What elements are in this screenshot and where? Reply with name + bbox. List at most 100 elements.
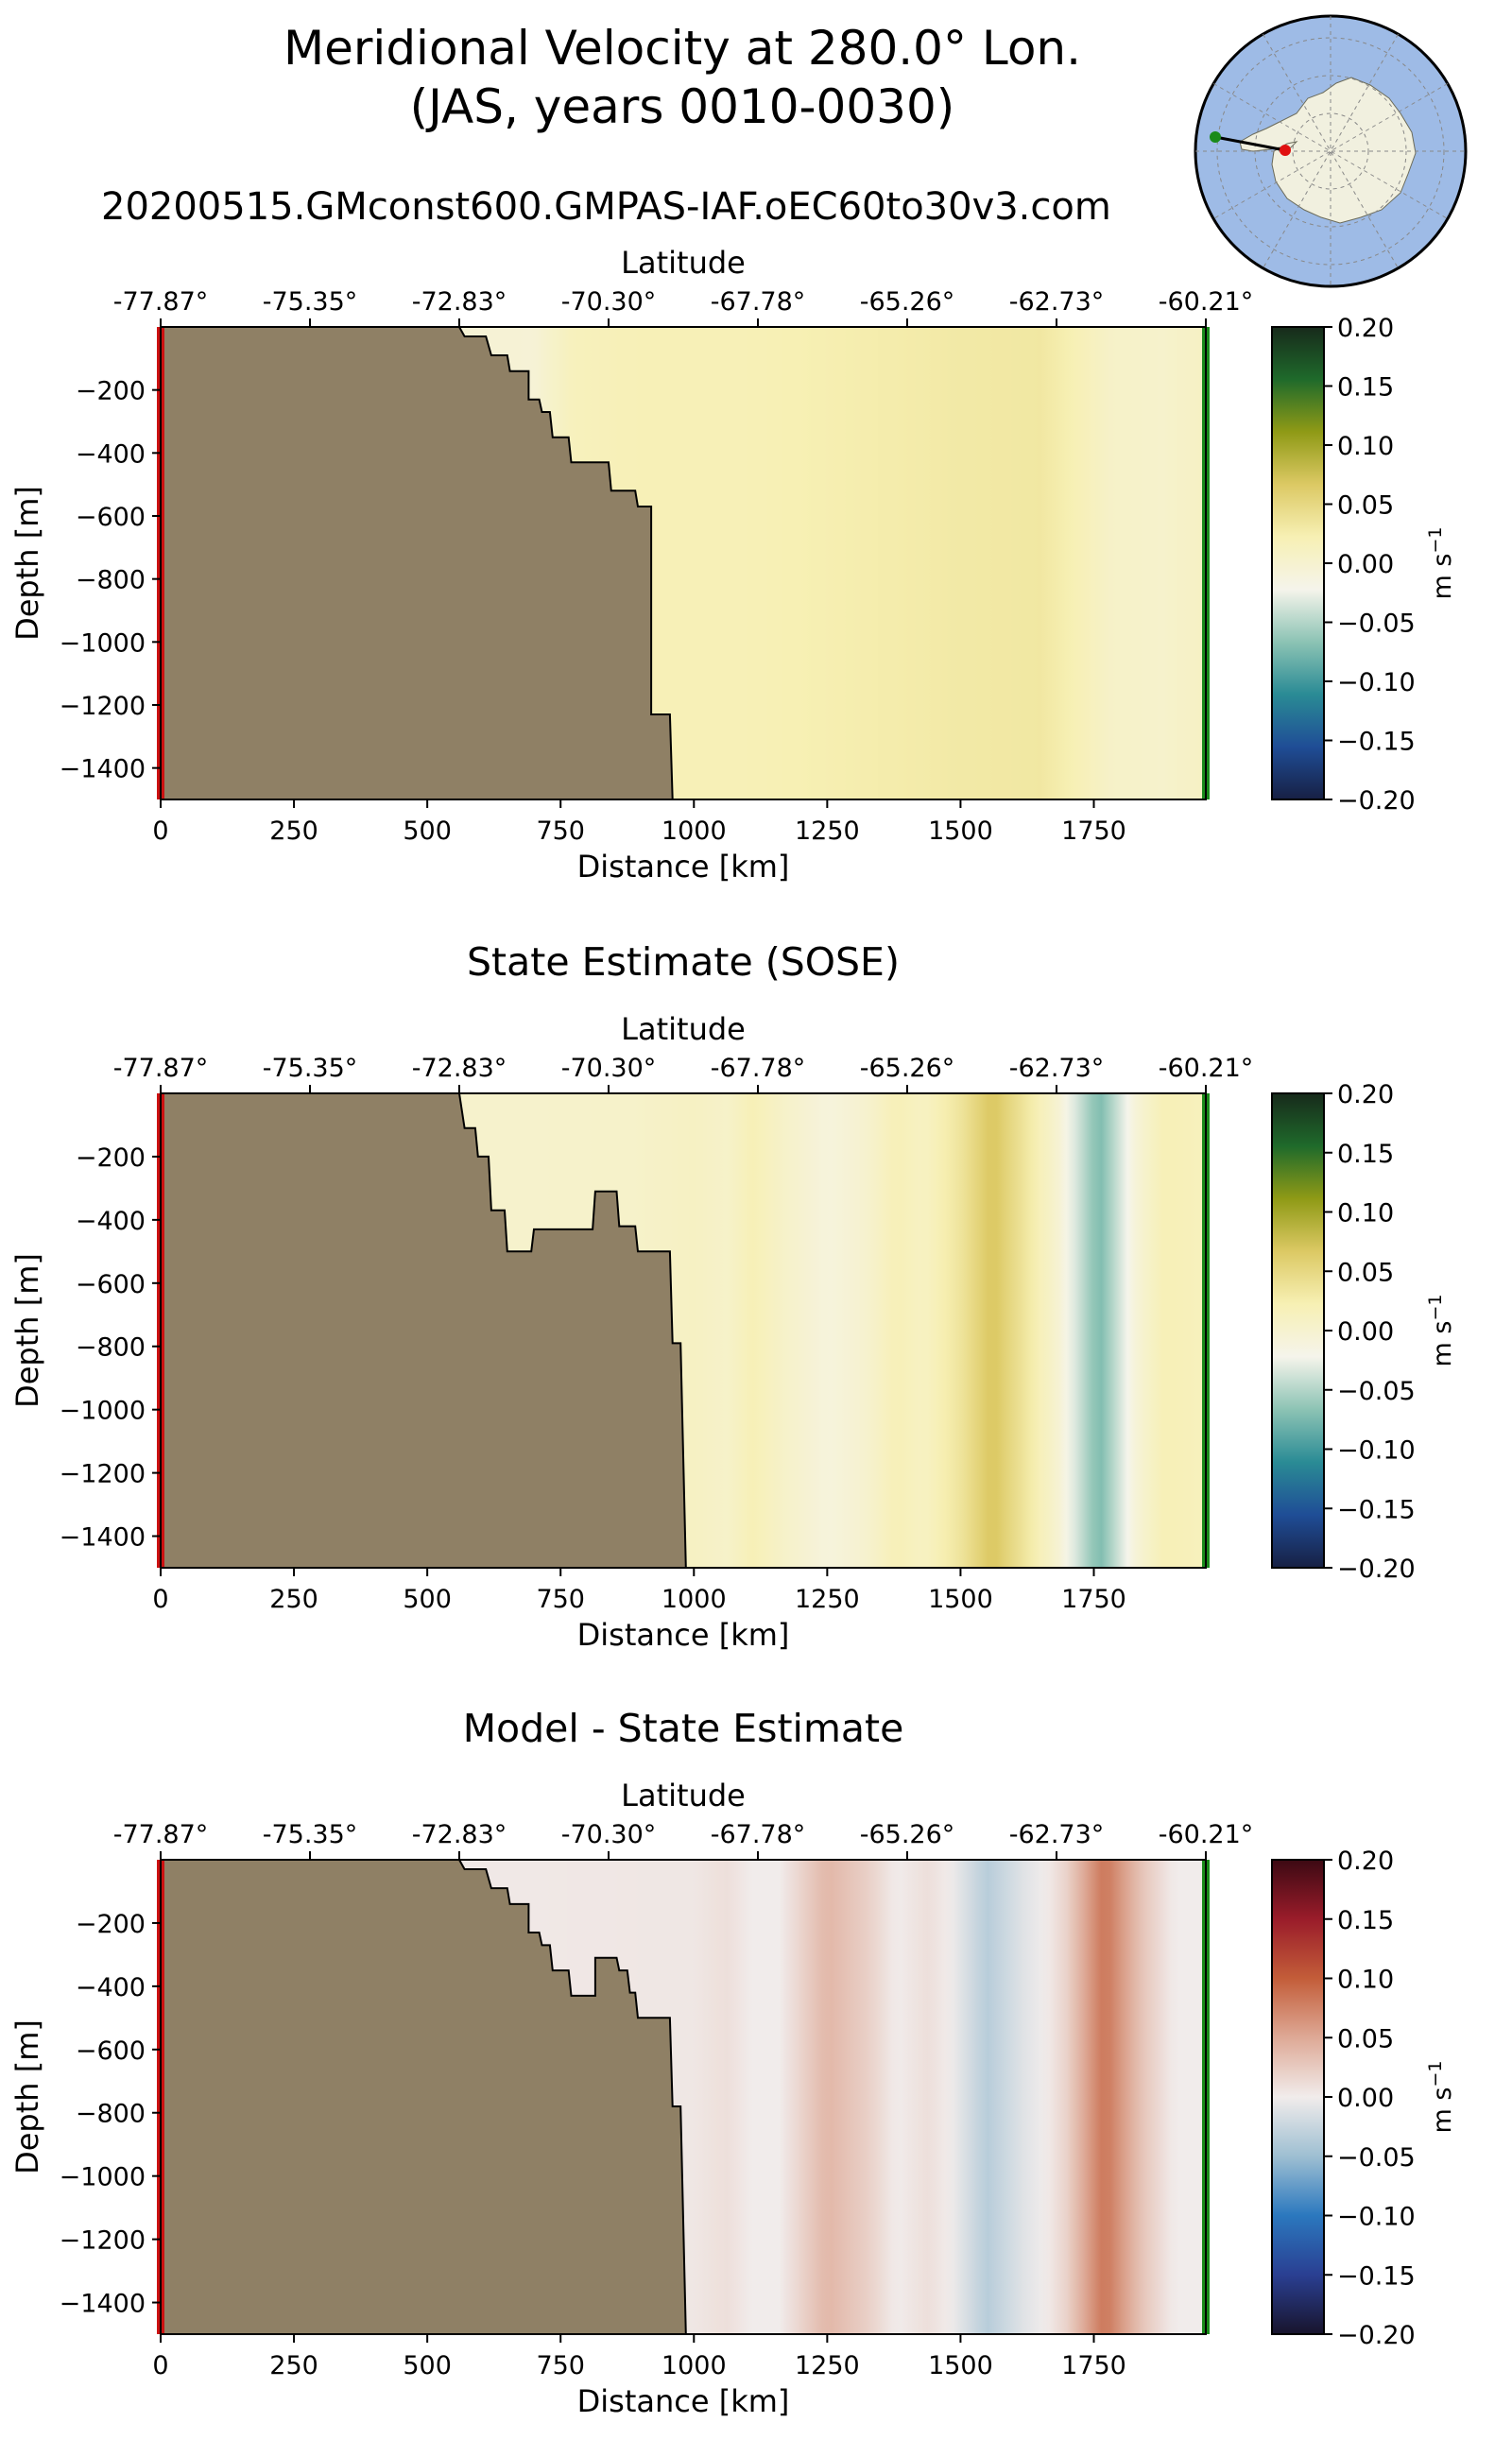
plot-frame bbox=[160, 1859, 1207, 2335]
bathymetry-land bbox=[161, 1860, 686, 2334]
top-tick-label: -67.78° bbox=[711, 1820, 806, 1849]
y-tick-label: −800 bbox=[76, 1333, 146, 1363]
colorbar-tick-label: −0.10 bbox=[1337, 1436, 1416, 1466]
x-tick-label: 1500 bbox=[928, 816, 993, 846]
colorbar-tick-label: 0.05 bbox=[1337, 2024, 1394, 2053]
colorbar-tick-label: 0.10 bbox=[1337, 1966, 1394, 1995]
colorbar-label-exponent: −1 bbox=[1425, 527, 1446, 554]
y-tick-label: −800 bbox=[76, 2100, 146, 2129]
x-tick-label: 1750 bbox=[1061, 816, 1126, 846]
top-tick-label: -70.30° bbox=[561, 287, 657, 317]
chart-panel-3: Model - State Estimate Latitude 0 250 500 750… bbox=[9, 1706, 1457, 2419]
y-tick-label: −200 bbox=[76, 1910, 146, 1939]
colorbar bbox=[1271, 326, 1325, 800]
x-tick-label: 250 bbox=[269, 1585, 318, 1614]
x-tick-label: 0 bbox=[152, 1585, 168, 1614]
top-tick-label: -67.78° bbox=[711, 287, 806, 317]
y-tick-label: −1200 bbox=[60, 692, 146, 721]
plot-frame bbox=[160, 326, 1207, 800]
x-tick-label: 1750 bbox=[1061, 2351, 1126, 2380]
x-tick-label: 1250 bbox=[795, 816, 860, 846]
colorbar-tick-label: −0.15 bbox=[1337, 1495, 1416, 1524]
x-tick-label: 1000 bbox=[662, 1585, 727, 1614]
colorbar-tick-label: 0.15 bbox=[1337, 1140, 1394, 1169]
colorbar-label-unit: m s bbox=[1428, 554, 1457, 600]
colorbar-tick-label: −0.15 bbox=[1337, 2261, 1416, 2291]
x-tick-label: 500 bbox=[403, 1585, 452, 1614]
y-tick-label: −400 bbox=[76, 1207, 146, 1236]
x-tick-label: 500 bbox=[403, 2351, 452, 2380]
colorbar-tick-label: −0.20 bbox=[1337, 2321, 1416, 2350]
colorbar-tick-label: −0.05 bbox=[1337, 2143, 1416, 2173]
colorbar-tick-label: 0.00 bbox=[1337, 2084, 1394, 2113]
colorbar-label: m s−1 bbox=[1425, 2061, 1457, 2134]
colorbar-tick-label: 0.00 bbox=[1337, 1317, 1394, 1347]
colorbar-tick-label: 0.20 bbox=[1337, 1080, 1394, 1109]
top-axis-label: Latitude bbox=[621, 245, 746, 281]
x-axis-label: Distance [km] bbox=[577, 2383, 790, 2419]
colorbar-label-exponent: −1 bbox=[1425, 1295, 1446, 1321]
colorbar-tick-label: −0.05 bbox=[1337, 610, 1416, 639]
x-tick-label: 500 bbox=[403, 816, 452, 846]
inset-polar-map bbox=[1194, 14, 1468, 288]
plot-frame bbox=[160, 1092, 1207, 1569]
map-graticule-ring bbox=[1254, 75, 1407, 228]
top-tick-label: -60.21° bbox=[1159, 1054, 1254, 1083]
top-tick-label: -60.21° bbox=[1159, 1820, 1254, 1849]
x-axis-label: Distance [km] bbox=[577, 849, 790, 885]
chart-panel-1: Latitude 0 250 500 750 1000 1250 1500 1750 Distan… bbox=[9, 245, 1457, 885]
x-tick-label: 750 bbox=[536, 1585, 585, 1614]
colorbar-tick-label: 0.10 bbox=[1337, 1199, 1394, 1228]
y-tick-label: −1400 bbox=[60, 1523, 146, 1553]
top-tick-label: -65.26° bbox=[860, 287, 955, 317]
y-axis-label: Depth [m] bbox=[9, 486, 45, 641]
y-tick-label: −1000 bbox=[60, 628, 146, 658]
colorbar-tick-label: −0.05 bbox=[1337, 1377, 1416, 1406]
y-axis-label: Depth [m] bbox=[9, 1253, 45, 1408]
top-tick-label: -62.73° bbox=[1009, 1054, 1105, 1083]
panel-title: State Estimate (SOSE) bbox=[467, 939, 900, 985]
top-tick-label: -77.87° bbox=[113, 287, 209, 317]
x-tick-label: 250 bbox=[269, 816, 318, 846]
x-tick-label: 0 bbox=[152, 816, 168, 846]
top-tick-label: -60.21° bbox=[1159, 287, 1254, 317]
top-axis-label: Latitude bbox=[621, 1011, 746, 1047]
colorbar-tick-label: 0.00 bbox=[1337, 550, 1394, 579]
top-tick-label: -72.83° bbox=[412, 1820, 507, 1849]
y-tick-label: −400 bbox=[76, 439, 146, 469]
map-graticule-ring bbox=[1292, 112, 1369, 190]
colorbar-tick-label: 0.15 bbox=[1337, 373, 1394, 403]
colorbar-tick-label: 0.20 bbox=[1337, 314, 1394, 343]
y-tick-label: −400 bbox=[76, 1973, 146, 2002]
colorbar-tick-label: −0.15 bbox=[1337, 728, 1416, 757]
bathymetry-land bbox=[161, 327, 673, 799]
figure-title-line2: (JAS, years 0010-0030) bbox=[410, 79, 955, 134]
x-tick-label: 1500 bbox=[928, 2351, 993, 2380]
x-tick-label: 1000 bbox=[662, 2351, 727, 2380]
map-graticule-ring bbox=[1216, 37, 1445, 266]
y-tick-label: −1200 bbox=[60, 2226, 146, 2256]
y-tick-label: −600 bbox=[76, 1270, 146, 1299]
y-tick-label: −1000 bbox=[60, 2163, 146, 2192]
map-transect-end-point bbox=[1210, 131, 1221, 143]
run-name: 20200515.GMconst600.GMPAS-IAF.oEC60to30v… bbox=[101, 185, 1111, 229]
colorbar-label: m s−1 bbox=[1425, 1295, 1457, 1367]
colorbar-tick-label: −0.10 bbox=[1337, 668, 1416, 697]
x-tick-label: 1250 bbox=[795, 2351, 860, 2380]
y-tick-label: −800 bbox=[76, 566, 146, 595]
map-antarctica bbox=[1239, 77, 1417, 224]
colorbar-tick-label: 0.15 bbox=[1337, 1906, 1394, 1935]
bathymetry-edge bbox=[458, 1859, 687, 2335]
top-tick-label: -65.26° bbox=[860, 1820, 955, 1849]
y-tick-label: −200 bbox=[76, 377, 146, 406]
top-tick-label: -77.87° bbox=[113, 1820, 209, 1849]
colorbar-tick-label: 0.05 bbox=[1337, 491, 1394, 521]
top-tick-label: -77.87° bbox=[113, 1054, 209, 1083]
top-tick-label: -67.78° bbox=[711, 1054, 806, 1083]
x-axis-label: Distance [km] bbox=[577, 1617, 790, 1653]
top-tick-label: -62.73° bbox=[1009, 1820, 1105, 1849]
x-tick-label: 0 bbox=[152, 2351, 168, 2380]
top-tick-label: -72.83° bbox=[412, 287, 507, 317]
y-axis-label: Depth [m] bbox=[9, 2019, 45, 2174]
